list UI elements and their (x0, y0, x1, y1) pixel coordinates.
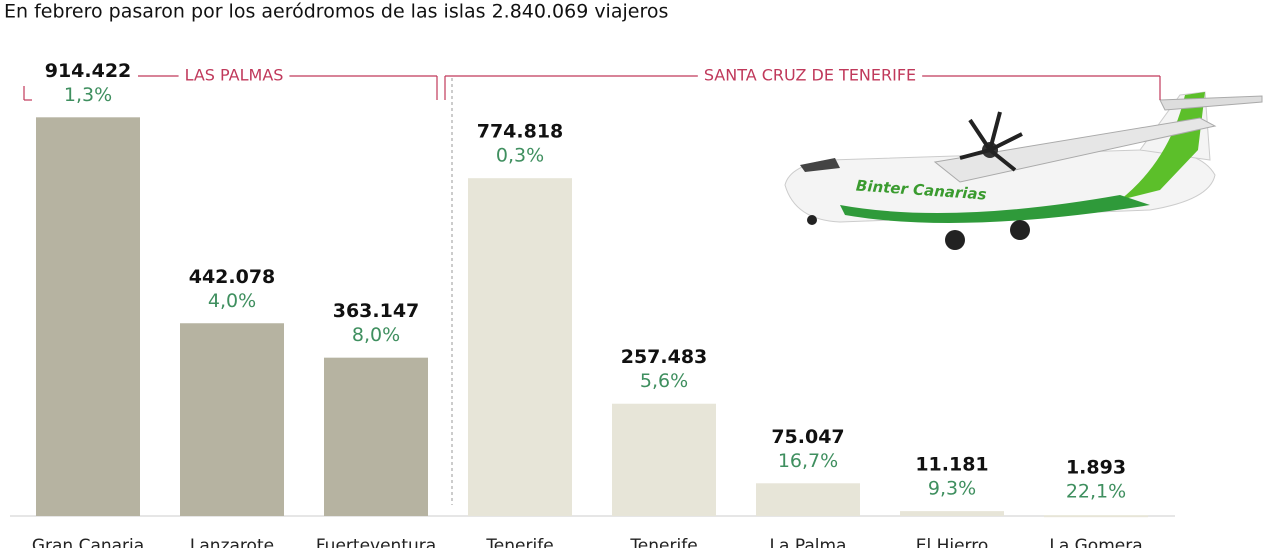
change-label: 0,3% (496, 145, 544, 167)
x-tick-label: Tenerife (629, 536, 697, 548)
x-tick-label: La Palma (770, 536, 847, 548)
x-tick-label: Gran Canaria (32, 536, 144, 548)
value-label: 442.078 (189, 266, 276, 288)
x-tick-label: El Hierro (916, 536, 989, 548)
change-label: 4,0% (208, 290, 256, 312)
value-label: 11.181 (915, 454, 988, 476)
x-tick-label: La Gomera (1049, 536, 1142, 548)
value-label: 75.047 (771, 426, 844, 448)
group-label: SANTA CRUZ DE TENERIFE (704, 66, 916, 85)
bar (180, 323, 284, 516)
bar (756, 483, 860, 516)
change-label: 1,3% (64, 84, 112, 106)
value-label: 1.893 (1066, 457, 1126, 479)
bar (324, 357, 428, 516)
change-label: 16,7% (778, 450, 838, 472)
bar (468, 178, 572, 516)
value-label: 257.483 (621, 346, 708, 368)
group-label: LAS PALMAS (185, 66, 284, 85)
x-tick-label: Lanzarote (190, 536, 274, 548)
value-label: 774.818 (477, 121, 564, 143)
x-tick-label: Fuerteventura (316, 536, 436, 548)
change-label: 5,6% (640, 370, 688, 392)
value-label: 363.147 (333, 300, 420, 322)
bar (36, 117, 140, 516)
chart-title: En febrero pasaron por los aeródromos de… (4, 1, 668, 23)
airplane: Binter Canarias (784, 91, 1263, 250)
bar (1044, 515, 1148, 518)
change-label: 8,0% (352, 324, 400, 346)
bar (900, 511, 1004, 516)
x-tick-label: Tenerife (485, 536, 553, 548)
value-label: 914.422 (45, 60, 132, 82)
bar (612, 403, 716, 516)
change-label: 22,1% (1066, 481, 1126, 503)
change-label: 9,3% (928, 478, 976, 500)
